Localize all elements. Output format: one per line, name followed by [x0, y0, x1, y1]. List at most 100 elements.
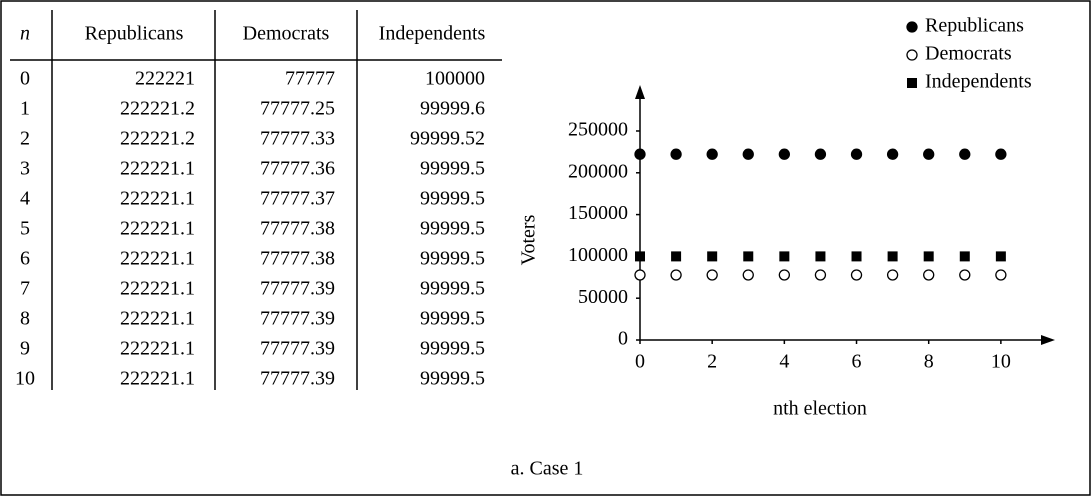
point [634, 269, 646, 281]
y-tick-label: 150000 [568, 202, 628, 224]
table-cell: 99999.5 [420, 368, 485, 390]
caption: a. Case 1 [511, 458, 584, 480]
table-cell: 5 [20, 218, 30, 240]
point [850, 148, 863, 160]
point [959, 148, 971, 160]
point [706, 269, 718, 281]
table-cell: 99999.5 [420, 188, 485, 210]
table-cell: 6 [20, 248, 30, 270]
y-tick-label: 0 [618, 328, 628, 350]
point [886, 269, 899, 281]
table-cell: 77777.39 [260, 338, 335, 360]
x-axis-arrow [1041, 335, 1055, 345]
table-cell: 222221.1 [120, 278, 195, 300]
table-cell: 1 [20, 98, 30, 120]
table-cell: 77777 [285, 68, 335, 90]
point [850, 269, 863, 281]
point [670, 148, 682, 160]
x-tick-label: 6 [852, 351, 862, 373]
legend-label: Republicans [925, 15, 1024, 37]
x-tick-label: 10 [991, 351, 1011, 373]
table-cell: 2 [20, 128, 30, 150]
y-axis-label: Voters [518, 214, 540, 265]
point [814, 148, 827, 160]
table-cell: 77777.25 [260, 98, 335, 120]
table-cell: 77777.39 [260, 308, 335, 330]
point [995, 148, 1007, 160]
point [923, 251, 934, 262]
table-cell: 222221.1 [120, 338, 195, 360]
table-cell: 77777.33 [260, 128, 335, 150]
table-cell: 99999.6 [420, 98, 485, 120]
table-cell: 77777.38 [260, 218, 335, 240]
table-cell: 8 [20, 308, 30, 330]
point [995, 269, 1007, 281]
point [670, 269, 682, 281]
table-cell: 77777.39 [260, 278, 335, 300]
table-header: Independents [379, 23, 486, 45]
point [742, 269, 754, 281]
point [959, 269, 971, 281]
point [706, 148, 718, 160]
table-cell: 100000 [425, 68, 485, 90]
point [815, 251, 826, 262]
table-cell: 0 [20, 68, 30, 90]
y-tick-label: 100000 [568, 244, 628, 266]
y-tick-label: 200000 [568, 160, 628, 182]
table-cell: 99999.5 [420, 308, 485, 330]
table-cell: 222221 [135, 68, 195, 90]
table-header: n [20, 23, 30, 45]
point [887, 251, 898, 262]
point [959, 251, 970, 262]
table-cell: 222221.1 [120, 218, 195, 240]
table-cell: 99999.52 [410, 128, 485, 150]
point [886, 148, 899, 160]
y-tick-label: 50000 [578, 286, 628, 308]
table-cell: 99999.5 [420, 218, 485, 240]
y-tick-label: 250000 [568, 119, 628, 141]
table-header: Republicans [85, 23, 184, 45]
point [851, 251, 862, 262]
x-tick-label: 2 [707, 351, 717, 373]
x-axis-label: nth election [773, 398, 867, 420]
point [779, 251, 790, 262]
table-cell: 77777.36 [260, 158, 335, 180]
point [742, 148, 754, 160]
table-cell: 3 [20, 158, 30, 180]
legend-marker [906, 49, 918, 61]
x-tick-label: 4 [779, 351, 789, 373]
table-cell: 222221.1 [120, 308, 195, 330]
table-cell: 99999.5 [420, 338, 485, 360]
x-tick-label: 0 [635, 351, 645, 373]
table-cell: 222221.1 [120, 248, 195, 270]
point [923, 148, 935, 160]
point [634, 148, 646, 160]
table-cell: 99999.5 [420, 158, 485, 180]
point [923, 269, 935, 281]
table-cell: 99999.5 [420, 248, 485, 270]
table-cell: 222221.1 [120, 368, 195, 390]
table-cell: 222221.2 [120, 128, 195, 150]
table-cell: 4 [20, 188, 30, 210]
legend-marker [907, 78, 917, 88]
point [995, 251, 1006, 262]
point [814, 269, 827, 281]
table-header: Democrats [243, 23, 330, 45]
point [743, 251, 754, 262]
x-tick-label: 8 [924, 351, 934, 373]
table-cell: 77777.38 [260, 248, 335, 270]
point [778, 148, 790, 160]
table-cell: 10 [15, 368, 35, 390]
table-cell: 99999.5 [420, 278, 485, 300]
legend-marker [906, 21, 918, 33]
table-cell: 222221.2 [120, 98, 195, 120]
point [778, 269, 790, 281]
point [635, 251, 645, 262]
y-axis-arrow [635, 85, 645, 99]
table-cell: 9 [20, 338, 30, 360]
table-cell: 222221.1 [120, 188, 195, 210]
table-cell: 222221.1 [120, 158, 195, 180]
legend-label: Independents [925, 71, 1032, 93]
